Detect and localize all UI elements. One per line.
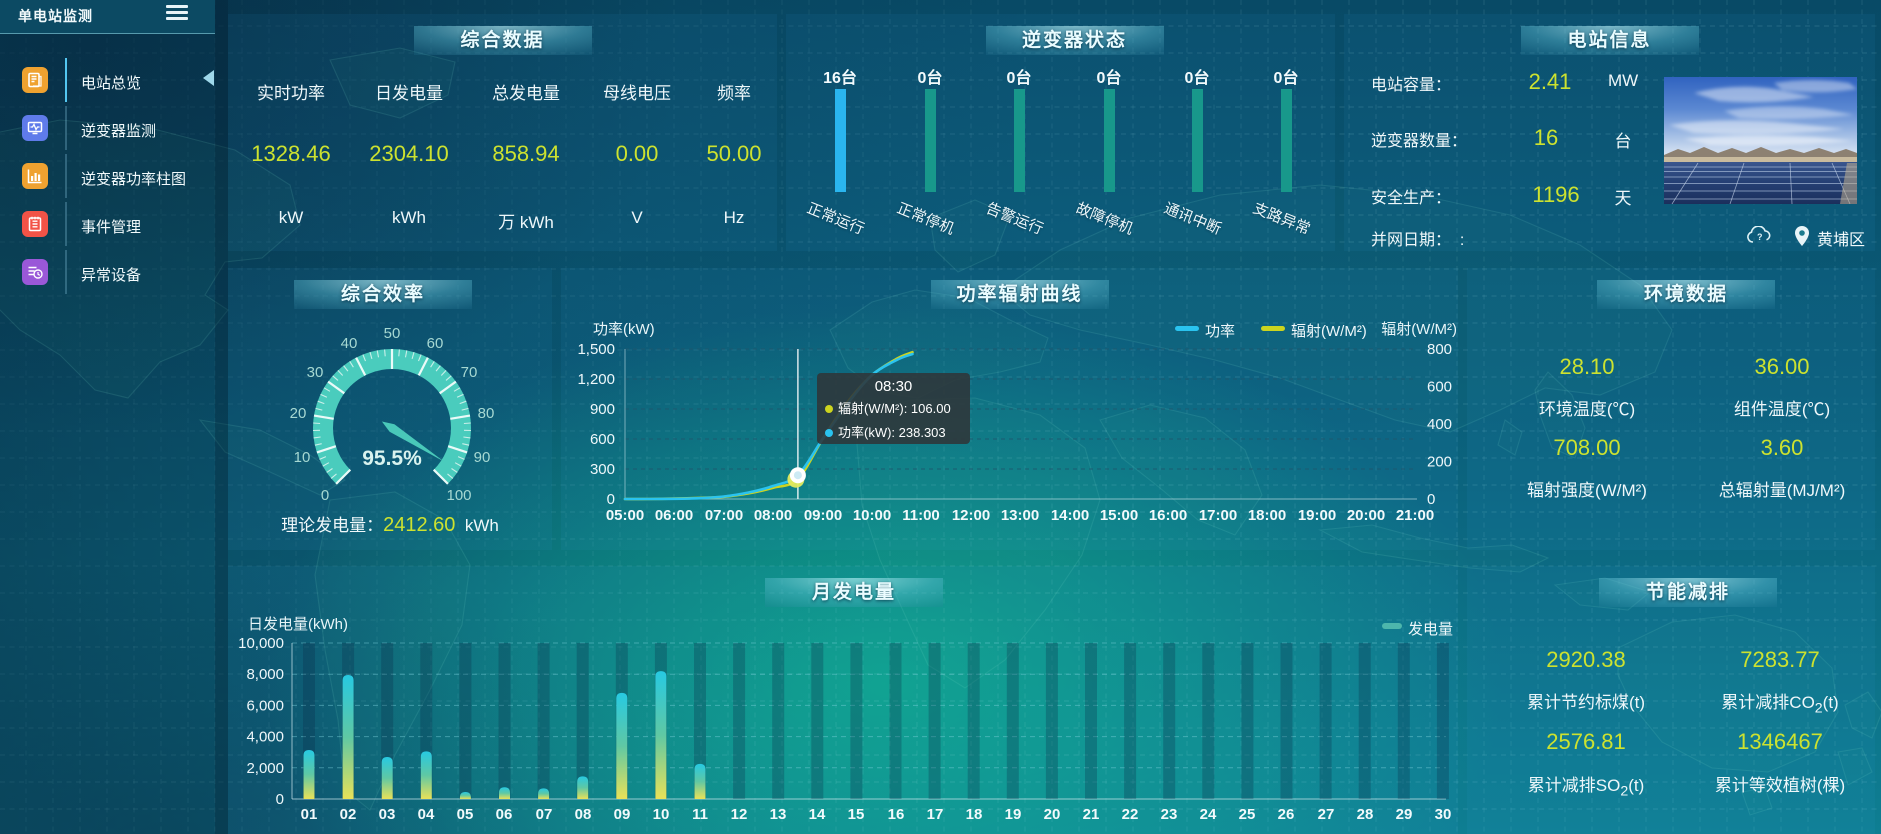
svg-text:50: 50 [384, 325, 401, 342]
svg-text:10,000: 10,000 [238, 635, 284, 652]
svg-text:11: 11 [692, 806, 708, 823]
svg-text:900: 900 [590, 401, 615, 418]
svg-text:01: 01 [301, 806, 318, 823]
svg-text:0: 0 [276, 791, 284, 808]
svg-text:90: 90 [474, 449, 491, 466]
svg-text:8,000: 8,000 [246, 666, 284, 683]
svg-text:300: 300 [590, 461, 615, 478]
svg-text:27: 27 [1318, 806, 1335, 823]
svg-text:60: 60 [427, 335, 444, 352]
svg-text:30: 30 [307, 364, 324, 381]
svg-text:0: 0 [607, 491, 615, 508]
svg-text:100: 100 [446, 487, 471, 504]
svg-text:辐射(W/M²): 辐射(W/M²) [1381, 321, 1457, 338]
svg-text:22: 22 [1122, 806, 1139, 823]
svg-text:20: 20 [290, 405, 307, 422]
svg-text:07:00: 07:00 [705, 507, 743, 524]
svg-text:0: 0 [1427, 491, 1435, 508]
svg-text:1,500: 1,500 [577, 341, 615, 358]
svg-text:17:00: 17:00 [1199, 507, 1237, 524]
svg-text:06:00: 06:00 [655, 507, 693, 524]
svg-text:05: 05 [457, 806, 474, 823]
svg-text:07: 07 [536, 806, 553, 823]
svg-text:800: 800 [1427, 341, 1452, 358]
svg-text:1,200: 1,200 [577, 371, 615, 388]
svg-text:09: 09 [614, 806, 631, 823]
svg-text:08: 08 [575, 806, 592, 823]
svg-text:21:00: 21:00 [1396, 507, 1434, 524]
svg-text:10: 10 [653, 806, 670, 823]
svg-text:13:00: 13:00 [1001, 507, 1039, 524]
svg-text:发电量: 发电量 [1408, 621, 1453, 638]
svg-text:12:00: 12:00 [952, 507, 990, 524]
svg-text:10:00: 10:00 [853, 507, 891, 524]
svg-text:70: 70 [461, 364, 478, 381]
svg-text:03: 03 [379, 806, 396, 823]
svg-text:18:00: 18:00 [1248, 507, 1286, 524]
svg-text:06: 06 [496, 806, 513, 823]
svg-text:20: 20 [1044, 806, 1061, 823]
svg-text:21: 21 [1083, 806, 1100, 823]
svg-text:16:00: 16:00 [1149, 507, 1187, 524]
svg-text:13: 13 [770, 806, 787, 823]
svg-text:02: 02 [340, 806, 357, 823]
svg-text:10: 10 [294, 449, 311, 466]
svg-text:17: 17 [927, 806, 944, 823]
svg-text:200: 200 [1427, 454, 1452, 471]
svg-text:18: 18 [966, 806, 983, 823]
svg-text:19: 19 [1005, 806, 1022, 823]
svg-text:15:00: 15:00 [1100, 507, 1138, 524]
svg-text:29: 29 [1396, 806, 1413, 823]
svg-text:功率: 功率 [1205, 323, 1235, 340]
svg-text:600: 600 [590, 431, 615, 448]
svg-text:6,000: 6,000 [246, 697, 284, 714]
svg-text:14: 14 [809, 806, 826, 823]
svg-text:28: 28 [1357, 806, 1374, 823]
svg-text:0: 0 [321, 487, 329, 504]
svg-text:04: 04 [418, 806, 435, 823]
svg-text:19:00: 19:00 [1298, 507, 1336, 524]
svg-text:日发电量(kWh): 日发电量(kWh) [248, 616, 348, 633]
svg-text:26: 26 [1278, 806, 1295, 823]
svg-text:80: 80 [478, 405, 495, 422]
svg-text:2,000: 2,000 [246, 760, 284, 777]
svg-text:4,000: 4,000 [246, 729, 284, 746]
svg-text:23: 23 [1161, 806, 1178, 823]
svg-text:95.5%: 95.5% [362, 447, 422, 470]
svg-text:20:00: 20:00 [1347, 507, 1385, 524]
svg-text:14:00: 14:00 [1051, 507, 1089, 524]
svg-text:05:00: 05:00 [606, 507, 644, 524]
svg-text:25: 25 [1239, 806, 1256, 823]
svg-text:辐射(W/M²): 辐射(W/M²) [1291, 323, 1367, 340]
svg-text:400: 400 [1427, 416, 1452, 433]
svg-text:40: 40 [341, 335, 358, 352]
svg-text:600: 600 [1427, 379, 1452, 396]
svg-text:?: ? [1757, 232, 1763, 242]
svg-text:15: 15 [848, 806, 865, 823]
svg-text:功率(kW): 功率(kW) [593, 321, 655, 338]
svg-text:11:00: 11:00 [902, 507, 940, 524]
svg-text:08:00: 08:00 [754, 507, 792, 524]
svg-text:30: 30 [1435, 806, 1452, 823]
svg-text:24: 24 [1200, 806, 1217, 823]
svg-text:16: 16 [888, 806, 905, 823]
svg-text:09:00: 09:00 [804, 507, 842, 524]
svg-text:12: 12 [731, 806, 748, 823]
